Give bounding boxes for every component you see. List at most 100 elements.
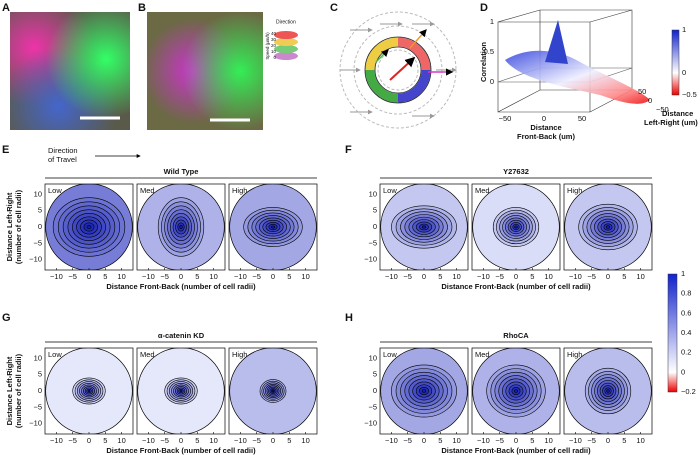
- x-tick-label: 10: [452, 436, 460, 445]
- colorbar-tick: 0.8: [681, 289, 691, 298]
- x-tick-label: 0: [179, 272, 183, 281]
- legend-tick: 20: [271, 43, 277, 48]
- x-tick-label: 0: [514, 436, 518, 445]
- x-tick-label: 10: [117, 436, 125, 445]
- axis-label: Distance: [530, 123, 561, 132]
- colorbar-tick: 0: [681, 367, 685, 376]
- panel-label: High: [567, 350, 582, 359]
- x-tick-label: 0: [606, 272, 610, 281]
- colorbar-tick: 0.4: [681, 328, 691, 337]
- panel-label: Low: [48, 350, 62, 359]
- x-axis-label: Distance Front-Back (number of cell radi…: [441, 282, 591, 291]
- x-tick-label: 10: [636, 436, 644, 445]
- x-tick-label: 10: [117, 272, 125, 281]
- x-tick-label: −10: [50, 272, 63, 281]
- legend-tick: 0: [273, 55, 276, 60]
- axis-label: Distance: [662, 109, 693, 118]
- set-title: Y27632: [503, 167, 529, 176]
- x-axis-label: Distance Front-Back (number of cell radi…: [106, 282, 256, 291]
- contour-plot: [472, 348, 560, 434]
- contour-plot: [380, 348, 468, 434]
- contour: [271, 390, 275, 392]
- x-tick-label: −5: [252, 436, 261, 445]
- panel-letter: H: [345, 312, 353, 324]
- contour-plot: [137, 184, 225, 270]
- contour-plot: [472, 184, 560, 270]
- direction-label: Direction: [48, 146, 78, 155]
- y-tick-label: 10: [369, 189, 377, 198]
- y-axis-label: (number of cell radii): [14, 353, 23, 428]
- contour-plot: [564, 348, 652, 434]
- y-tick-label: 0: [38, 386, 42, 395]
- y-tick-label: −5: [368, 238, 377, 247]
- x-tick-label: 10: [636, 272, 644, 281]
- tick-label: 1: [490, 17, 494, 26]
- x-tick-label: 5: [530, 436, 534, 445]
- panel-letter: D: [480, 2, 488, 14]
- x-tick-label: 0: [422, 436, 426, 445]
- colorbar-tick: 1: [681, 269, 685, 278]
- y-axis-label: Distance Left-Right: [5, 192, 14, 261]
- y-tick-label: −5: [33, 238, 42, 247]
- contour: [86, 225, 92, 229]
- x-tick-label: −5: [495, 436, 504, 445]
- y-tick-label: 0: [373, 386, 377, 395]
- y-axis-label: Distance Left-Right: [5, 356, 14, 425]
- tick-label: 0.5: [484, 47, 494, 56]
- x-tick-label: −5: [252, 272, 261, 281]
- x-tick-label: −5: [403, 272, 412, 281]
- y-tick-label: −5: [33, 402, 42, 411]
- x-tick-label: −5: [160, 272, 169, 281]
- panel-label: Low: [383, 350, 397, 359]
- x-tick-label: 10: [544, 436, 552, 445]
- panel-letter: A: [2, 2, 10, 14]
- legend-tick: 40: [271, 31, 277, 36]
- x-tick-label: −5: [68, 272, 77, 281]
- y-tick-label: 5: [38, 206, 42, 215]
- colorbar-tick: 1: [682, 25, 686, 34]
- x-tick-label: 5: [622, 272, 626, 281]
- tick-label: −50: [656, 105, 669, 114]
- x-tick-label: 10: [301, 272, 309, 281]
- tick-label: 0: [648, 96, 652, 105]
- y-tick-label: −5: [368, 402, 377, 411]
- x-tick-label: 5: [622, 436, 626, 445]
- panel-label: Med: [140, 186, 155, 195]
- panel-label: High: [232, 350, 247, 359]
- contour: [179, 389, 183, 393]
- x-tick-label: −10: [142, 272, 155, 281]
- x-tick-label: −10: [477, 436, 490, 445]
- x-tick-label: 5: [287, 436, 291, 445]
- y-tick-label: 0: [38, 222, 42, 231]
- x-tick-label: 10: [544, 272, 552, 281]
- speed-direction-legend: [274, 31, 298, 60]
- set-title: α-catenin KD: [158, 331, 205, 340]
- y-tick-label: 0: [373, 222, 377, 231]
- contour: [606, 225, 610, 229]
- x-tick-label: 10: [452, 272, 460, 281]
- contour: [606, 389, 610, 393]
- tick-label: −50: [499, 114, 512, 123]
- panel-label: Med: [475, 186, 490, 195]
- tick-label: 0: [542, 114, 546, 123]
- direction-label: of Travel: [48, 155, 77, 164]
- x-tick-label: 5: [530, 272, 534, 281]
- x-tick-label: −5: [587, 272, 596, 281]
- x-tick-label: 5: [103, 436, 107, 445]
- x-tick-label: 0: [87, 436, 91, 445]
- y-tick-label: −10: [364, 255, 377, 264]
- y-tick-label: −10: [364, 419, 377, 428]
- contour: [514, 225, 518, 229]
- plot-d-surface: [505, 20, 650, 104]
- colorbar-tick: 0.6: [681, 308, 691, 317]
- legend-tick: 10: [271, 49, 277, 54]
- colorbar: [667, 273, 678, 393]
- x-tick-label: 5: [103, 272, 107, 281]
- x-tick-label: −10: [385, 272, 398, 281]
- x-tick-label: 0: [271, 436, 275, 445]
- axis-label: Left-Right (um): [644, 118, 698, 127]
- contour: [271, 225, 275, 229]
- contour-plot: [45, 184, 133, 270]
- x-tick-label: −10: [234, 272, 247, 281]
- x-tick-label: 5: [438, 436, 442, 445]
